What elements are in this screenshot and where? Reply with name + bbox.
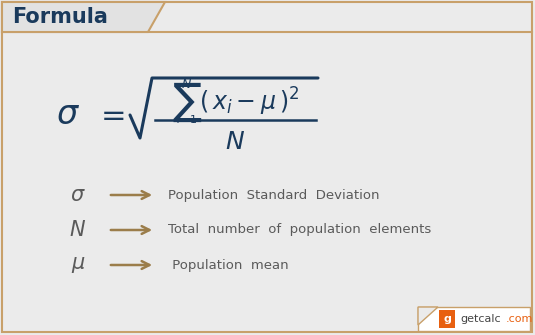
Text: $\sum$: $\sum$ <box>172 80 202 124</box>
FancyBboxPatch shape <box>2 2 532 332</box>
Text: Population  Standard  Deviation: Population Standard Deviation <box>168 189 379 201</box>
Text: $N$: $N$ <box>70 220 87 240</box>
Text: getcalc: getcalc <box>460 314 501 324</box>
Text: $\mu$: $\mu$ <box>71 255 85 275</box>
Polygon shape <box>418 307 438 325</box>
Text: Population  mean: Population mean <box>168 259 288 271</box>
Text: Total  number  of  population  elements: Total number of population elements <box>168 223 431 237</box>
Polygon shape <box>2 2 165 32</box>
Text: $i\!=\!1$: $i\!=\!1$ <box>177 113 197 125</box>
FancyBboxPatch shape <box>418 307 530 331</box>
Text: $(\,x_i - \mu\,)^2$: $(\,x_i - \mu\,)^2$ <box>198 86 299 118</box>
Text: $\sigma$: $\sigma$ <box>70 185 86 205</box>
Text: $\sigma$: $\sigma$ <box>56 98 80 132</box>
Text: Formula: Formula <box>12 7 108 27</box>
FancyBboxPatch shape <box>439 310 455 328</box>
Text: $N$: $N$ <box>225 130 246 154</box>
Text: $N$: $N$ <box>181 77 193 90</box>
Text: $=$: $=$ <box>95 100 125 130</box>
Text: .com: .com <box>506 314 533 324</box>
Text: g: g <box>443 314 451 324</box>
